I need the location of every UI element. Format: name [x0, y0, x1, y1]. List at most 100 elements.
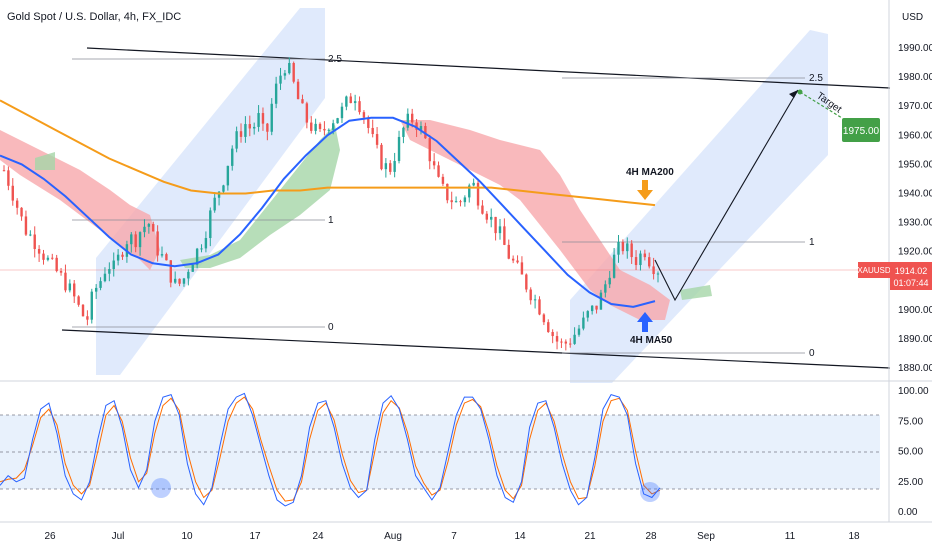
price-badge-value: 1914.02 — [895, 266, 928, 276]
candle-body — [327, 129, 331, 131]
candle-body — [612, 254, 616, 278]
candle-body — [604, 284, 607, 293]
candle-body — [270, 103, 273, 132]
candle-body — [165, 254, 168, 261]
candle-body — [389, 163, 392, 172]
fib-label-top-right: 2.5 — [809, 73, 823, 84]
candle-body — [441, 176, 445, 184]
candle-body — [301, 99, 304, 104]
time-tick-label: 14 — [514, 531, 526, 542]
drawings[interactable] — [0, 47, 891, 369]
stoch-tick-label: 50.00 — [898, 447, 923, 458]
candle-body — [331, 123, 335, 130]
candle-body — [454, 201, 458, 203]
target-connector[interactable] — [799, 91, 843, 119]
candle-body — [314, 123, 317, 131]
price-tick-label: 1920.00 — [898, 247, 932, 258]
stochastic-band — [0, 414, 880, 490]
ma200-arrow-group — [637, 180, 653, 200]
time-tick-label: 18 — [848, 531, 860, 542]
candle-body — [64, 272, 67, 291]
channel-upper-trendline[interactable] — [86, 47, 891, 89]
candlesticks[interactable] — [2, 57, 660, 351]
candle-body — [305, 103, 309, 123]
candle-body — [99, 281, 102, 288]
stoch-tick-label: 100.00 — [898, 386, 929, 397]
cloud-bull-3 — [680, 285, 712, 300]
ma200-line[interactable] — [0, 99, 656, 207]
candle-body — [323, 128, 326, 131]
target-badge[interactable]: 1975.00 — [842, 118, 880, 142]
stoch-axis[interactable]: 100.00 75.00 50.00 25.00 0.00 — [898, 386, 929, 518]
candle-body — [573, 334, 576, 344]
candle-body — [411, 113, 414, 123]
candle-body — [349, 96, 352, 104]
candle-body — [15, 200, 19, 208]
candle-body — [169, 260, 172, 283]
fib-label-mid-right: 1 — [809, 237, 815, 248]
time-tick-label: 21 — [584, 531, 596, 542]
candle-body — [626, 243, 629, 252]
candle-body — [173, 278, 177, 283]
price-badge-countdown: 01:07:44 — [893, 278, 928, 288]
candle-body — [595, 305, 598, 310]
candle-body — [138, 232, 142, 248]
fib-label-low-right: 0 — [809, 348, 815, 359]
time-tick-label: Jul — [112, 531, 125, 542]
candle-body — [481, 205, 484, 214]
candle-body — [551, 332, 554, 337]
candle-body — [7, 170, 10, 186]
candle-body — [446, 183, 449, 201]
candle-body — [112, 260, 115, 270]
candle-body — [283, 73, 287, 76]
projection-path[interactable] — [654, 89, 799, 302]
candle-body — [239, 131, 243, 137]
channel-july-up[interactable] — [96, 8, 325, 375]
candle-body — [252, 126, 256, 129]
target-point[interactable] — [797, 89, 803, 95]
candle-body — [582, 317, 585, 329]
candle-body — [103, 273, 107, 282]
candle-body — [652, 266, 655, 275]
candle-body — [90, 291, 93, 320]
price-badge-symbol: XAUUSD — [857, 266, 891, 275]
candle-body — [274, 83, 278, 104]
candle-body — [121, 254, 124, 257]
candle-body — [81, 304, 85, 317]
time-axis[interactable]: 26 Jul 10 17 24 Aug 7 14 21 28 Sep 11 18 — [44, 531, 860, 542]
price-tick-label: 1960.00 — [898, 130, 932, 141]
candle-body — [463, 197, 467, 203]
channel-lower-trendline[interactable] — [61, 329, 891, 369]
candle-body — [222, 185, 225, 192]
ma50-arrow-group — [637, 312, 653, 332]
candle-body — [2, 170, 6, 172]
candle-body — [538, 299, 541, 315]
candle-body — [248, 124, 251, 129]
candle-body — [459, 201, 462, 203]
candle-body — [367, 117, 370, 128]
price-tick-label: 1970.00 — [898, 101, 932, 112]
candle-body — [257, 113, 260, 127]
candle-body — [77, 296, 80, 305]
candle-body — [525, 274, 528, 290]
price-tick-label: 1980.00 — [898, 72, 932, 83]
candle-body — [437, 165, 440, 177]
candle-body — [209, 210, 212, 239]
candle-body — [490, 216, 493, 220]
price-tick-label: 1890.00 — [898, 334, 932, 345]
ma50-line[interactable] — [0, 116, 656, 308]
price-badge: XAUUSD 1914.02 01:07:44 — [857, 262, 932, 290]
candle-body — [468, 185, 471, 198]
candle-body — [147, 224, 151, 227]
stoch-tick-label: 0.00 — [898, 507, 918, 518]
time-tick-label: 17 — [249, 531, 261, 542]
candle-body — [73, 283, 76, 297]
ma50-arrow-icon — [637, 312, 653, 322]
time-tick-label: 26 — [44, 531, 56, 542]
candle-body — [156, 231, 159, 256]
candle-body — [476, 182, 480, 206]
currency-label[interactable]: USD — [902, 12, 923, 23]
candle-body — [621, 241, 625, 252]
candle-body — [432, 161, 436, 166]
